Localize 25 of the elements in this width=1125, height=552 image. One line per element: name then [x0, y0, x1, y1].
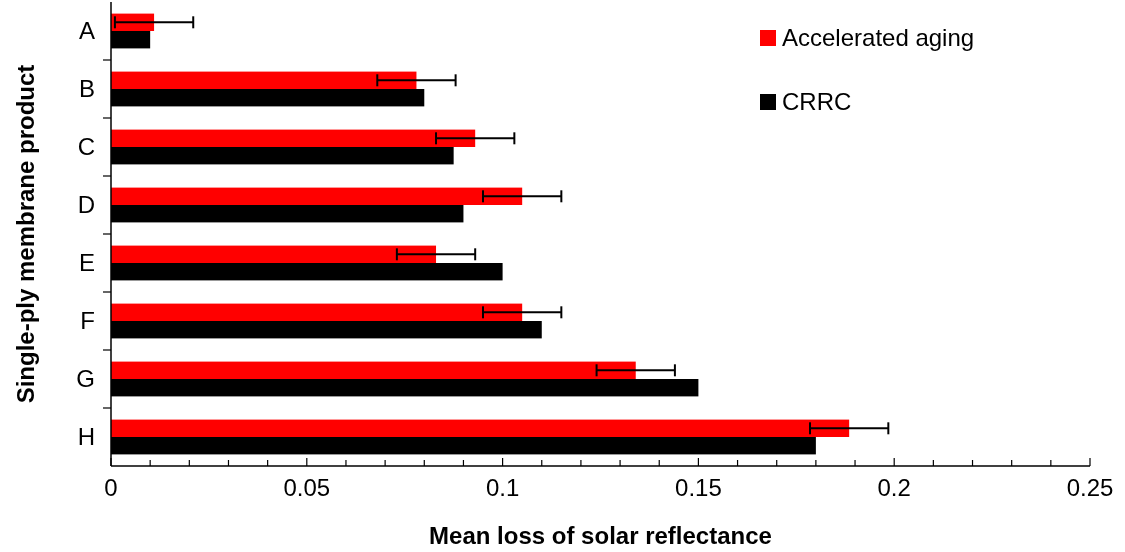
- y-tick-label: G: [76, 365, 95, 392]
- x-tick-label: 0.15: [675, 474, 722, 501]
- bar: [111, 129, 476, 147]
- y-tick-label: B: [78, 75, 95, 102]
- bar: [111, 245, 437, 263]
- bar: [111, 361, 636, 379]
- y-tick-label: A: [78, 17, 95, 44]
- y-tick-label: E: [78, 249, 95, 276]
- x-tick-label: 0.05: [283, 474, 331, 501]
- bar: [111, 419, 850, 437]
- x-tick-label: 0.25: [1066, 474, 1114, 501]
- legend-label: CRRC: [782, 88, 852, 115]
- y-tick-label: C: [77, 133, 95, 160]
- x-tick-label: 0.1: [485, 474, 520, 501]
- x-tick-label: 0.2: [877, 474, 911, 501]
- x-tick-label: 0: [104, 474, 118, 501]
- bar: [111, 71, 417, 89]
- bar: [111, 187, 523, 205]
- y-tick-label: H: [77, 423, 95, 450]
- legend-label: Accelerated aging: [782, 24, 975, 51]
- y-tick-label: D: [77, 191, 95, 218]
- y-axis-title: Single-ply membrane product: [12, 64, 39, 404]
- y-tick-label: F: [80, 307, 95, 334]
- x-axis-title: Mean loss of solar reflectance: [429, 522, 772, 549]
- bar: [111, 303, 523, 321]
